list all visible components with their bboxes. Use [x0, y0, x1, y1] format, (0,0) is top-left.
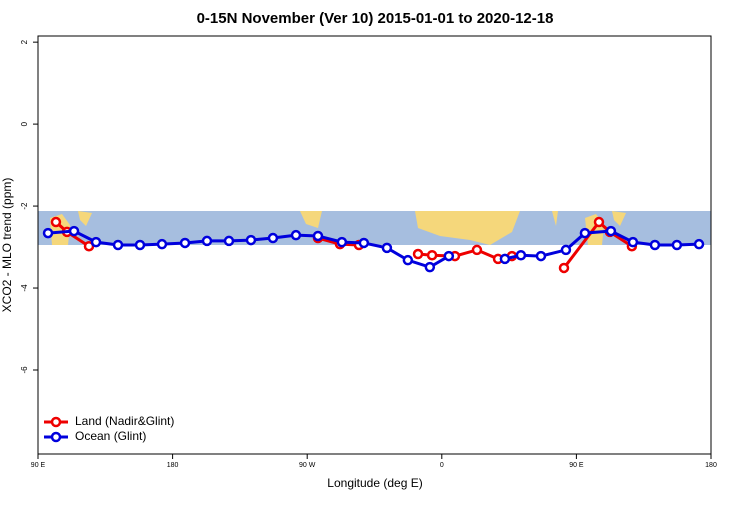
data-point [112, 239, 124, 251]
y-tick-label: -2 [20, 202, 29, 210]
legend: Land (Nadir&Glint)Ocean (Glint) [44, 414, 174, 443]
data-point [593, 216, 605, 228]
data-point [245, 234, 257, 246]
data-point [50, 216, 62, 228]
data-point [336, 236, 348, 248]
data-point [649, 239, 661, 251]
y-tick-label: -4 [20, 284, 29, 292]
data-point [424, 261, 436, 273]
data-point [627, 236, 639, 248]
data-point [579, 227, 591, 239]
data-point [558, 262, 570, 274]
data-point [134, 239, 146, 251]
data-point [156, 238, 168, 250]
x-tick-label: 90 W [299, 462, 316, 469]
data-point [179, 237, 191, 249]
chart-title: 0-15N November (Ver 10) 2015-01-01 to 20… [197, 10, 554, 27]
series-line [504, 229, 700, 261]
x-tick-label: 180 [705, 462, 717, 469]
data-point [412, 248, 424, 260]
y-tick-label: 2 [20, 39, 29, 44]
data-point [312, 230, 324, 242]
data-point [358, 237, 370, 249]
legend-marker [50, 431, 62, 443]
legend-marker [50, 416, 62, 428]
data-point [290, 229, 302, 241]
data-point [693, 238, 705, 250]
y-tick-label: 0 [20, 121, 29, 126]
map-strip [38, 211, 711, 245]
data-point [90, 236, 102, 248]
legend-label: Land (Nadir&Glint) [75, 414, 174, 428]
data-point [535, 250, 547, 262]
data-point [223, 235, 235, 247]
data-point [42, 227, 54, 239]
data-point [381, 242, 393, 254]
data-point [68, 225, 80, 237]
data-point [201, 235, 213, 247]
x-tick-label: 180 [167, 462, 179, 469]
data-point [402, 254, 414, 266]
x-tick-label: 0 [440, 462, 444, 469]
data-point [560, 244, 572, 256]
plot-frame [37, 35, 712, 455]
x-axis-label: Longitude (deg E) [327, 476, 422, 490]
x-tick-label: 90 E [569, 462, 584, 469]
y-tick-label: -6 [20, 366, 29, 374]
data-point [515, 249, 527, 261]
data-point [426, 249, 438, 261]
legend-label: Ocean (Glint) [75, 429, 146, 443]
data-point [671, 239, 683, 251]
x-tick-label: 90 E [31, 462, 46, 469]
series-line [562, 219, 633, 269]
data-point [267, 232, 279, 244]
y-axis-label: XCO2 - MLO trend (ppm) [0, 178, 14, 313]
data-point [471, 244, 483, 256]
data-point [605, 225, 617, 237]
data-point [443, 250, 455, 262]
data-point [499, 253, 511, 265]
